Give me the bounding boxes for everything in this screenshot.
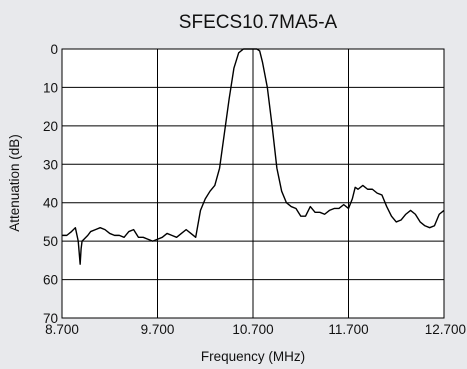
y-axis-label: Attenuation (dB): [7, 134, 22, 232]
x-tick-label: 8.700: [45, 322, 79, 337]
x-axis-label: Frequency (MHz): [201, 349, 305, 364]
y-tick-label: 40: [43, 196, 58, 211]
tick-labels: 0 10 20 30 40 50 60 708.700 9.700 10.700 11.700 12.…: [43, 42, 466, 337]
y-tick-label: 0: [50, 42, 58, 57]
chart-title: SFECS10.7MA5-A: [179, 12, 338, 33]
x-tick-label: 10.700: [232, 322, 273, 337]
y-tick-label: 10: [43, 80, 58, 95]
x-tick-label: 12.700: [425, 322, 466, 337]
y-tick-label: 60: [43, 273, 58, 288]
y-tick-label: 70: [43, 311, 58, 326]
y-tick-label: 30: [43, 157, 58, 172]
y-tick-label: 50: [43, 234, 58, 249]
plot-frame: [61, 48, 445, 319]
y-tick-label: 20: [43, 119, 58, 134]
x-tick-label: 9.700: [141, 322, 175, 337]
x-tick-label: 11.700: [328, 322, 368, 337]
